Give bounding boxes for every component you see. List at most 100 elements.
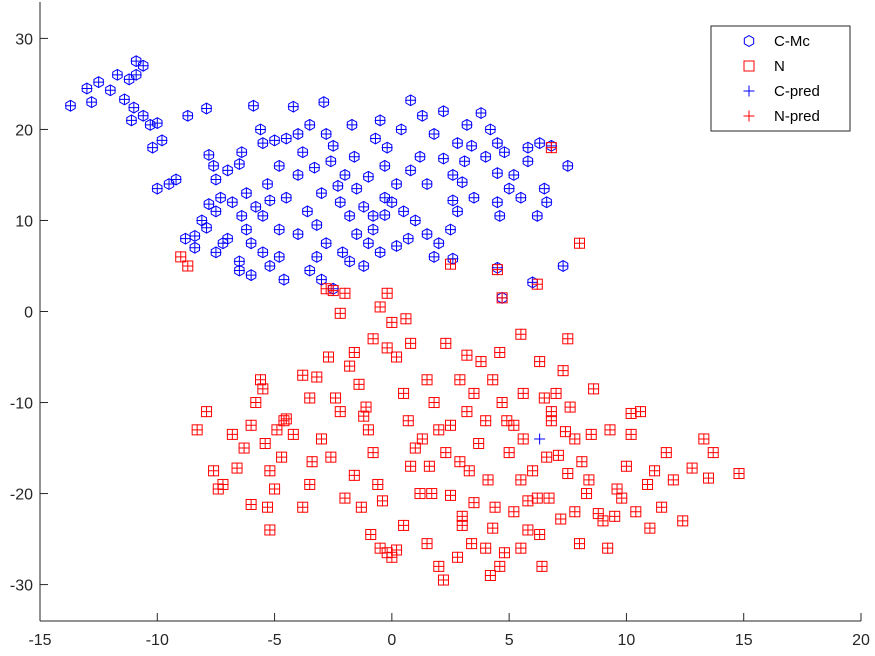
data-point xyxy=(642,478,654,490)
data-point xyxy=(376,495,388,507)
data-point xyxy=(269,483,281,495)
data-point xyxy=(339,492,351,504)
data-point xyxy=(456,176,468,188)
data-point xyxy=(557,365,569,377)
data-point xyxy=(201,103,213,115)
data-point xyxy=(236,146,248,158)
data-point xyxy=(677,515,689,527)
data-point xyxy=(163,178,175,190)
data-point xyxy=(489,501,501,513)
data-point xyxy=(123,73,135,85)
data-point xyxy=(414,151,426,163)
data-point xyxy=(262,501,274,513)
data-point xyxy=(257,246,269,258)
data-point xyxy=(503,183,515,195)
data-point xyxy=(496,397,508,409)
data-point xyxy=(156,134,168,146)
data-point xyxy=(254,374,266,386)
data-point xyxy=(409,214,421,226)
data-point xyxy=(620,460,632,472)
data-point xyxy=(304,478,316,490)
data-point xyxy=(409,442,421,454)
data-point xyxy=(426,488,438,500)
data-point xyxy=(379,160,391,172)
data-point xyxy=(360,401,372,413)
plot-area xyxy=(64,55,745,586)
data-point xyxy=(437,105,449,117)
data-point xyxy=(226,196,238,208)
data-point xyxy=(494,210,506,222)
data-point xyxy=(400,313,412,325)
data-point xyxy=(531,210,543,222)
data-point xyxy=(247,100,259,112)
data-point xyxy=(287,101,299,113)
data-point xyxy=(315,433,327,445)
data-point xyxy=(515,328,527,340)
data-point xyxy=(445,489,456,501)
data-point xyxy=(362,424,374,436)
series-c-pred xyxy=(64,55,574,445)
x-tick-label: 20 xyxy=(852,632,870,649)
data-point xyxy=(137,110,149,122)
data-point xyxy=(381,142,393,154)
data-point xyxy=(527,465,539,477)
data-point xyxy=(292,169,304,181)
data-point xyxy=(656,501,668,513)
data-point xyxy=(208,160,220,172)
data-point xyxy=(423,460,435,472)
data-point xyxy=(630,506,642,518)
data-point xyxy=(240,187,252,199)
data-point xyxy=(240,224,252,236)
data-point xyxy=(480,542,492,554)
data-point xyxy=(362,171,374,183)
data-point xyxy=(386,551,398,563)
data-point xyxy=(468,387,480,399)
data-point xyxy=(144,119,156,131)
data-point xyxy=(498,146,510,158)
data-point xyxy=(501,415,513,427)
data-point xyxy=(233,255,245,267)
x-tick-label: -15 xyxy=(28,632,51,649)
data-point xyxy=(491,264,503,276)
data-point xyxy=(264,260,276,272)
data-point xyxy=(475,356,487,368)
data-point xyxy=(452,551,464,563)
y-tick-label: 10 xyxy=(15,213,33,230)
data-point xyxy=(203,149,215,161)
data-point xyxy=(374,542,386,554)
y-tick-label: 0 xyxy=(24,305,33,322)
data-point xyxy=(250,201,262,213)
data-point xyxy=(311,371,323,383)
data-point xyxy=(245,419,257,431)
data-point xyxy=(541,196,553,208)
data-point xyxy=(447,194,459,206)
data-point xyxy=(231,462,243,474)
data-point xyxy=(320,237,332,249)
data-point xyxy=(522,142,534,154)
data-point xyxy=(428,397,440,409)
data-point xyxy=(468,497,480,509)
data-point xyxy=(402,233,414,245)
data-point xyxy=(496,292,508,304)
data-point xyxy=(367,210,379,222)
data-point xyxy=(733,468,745,480)
data-point xyxy=(344,360,356,372)
x-tick-label: -10 xyxy=(146,632,169,649)
data-point xyxy=(280,133,292,145)
data-point xyxy=(292,128,304,140)
data-point xyxy=(531,492,543,504)
data-point xyxy=(414,488,426,500)
data-point xyxy=(315,187,327,199)
data-point xyxy=(616,492,628,504)
data-point xyxy=(334,406,346,418)
data-point xyxy=(320,283,332,295)
data-point xyxy=(452,205,464,217)
data-point xyxy=(369,133,381,145)
data-point xyxy=(278,415,290,427)
data-point xyxy=(358,410,370,422)
data-point xyxy=(515,474,527,486)
data-point xyxy=(515,192,527,204)
data-point xyxy=(454,374,466,386)
data-point xyxy=(137,60,149,72)
data-point xyxy=(379,209,391,221)
